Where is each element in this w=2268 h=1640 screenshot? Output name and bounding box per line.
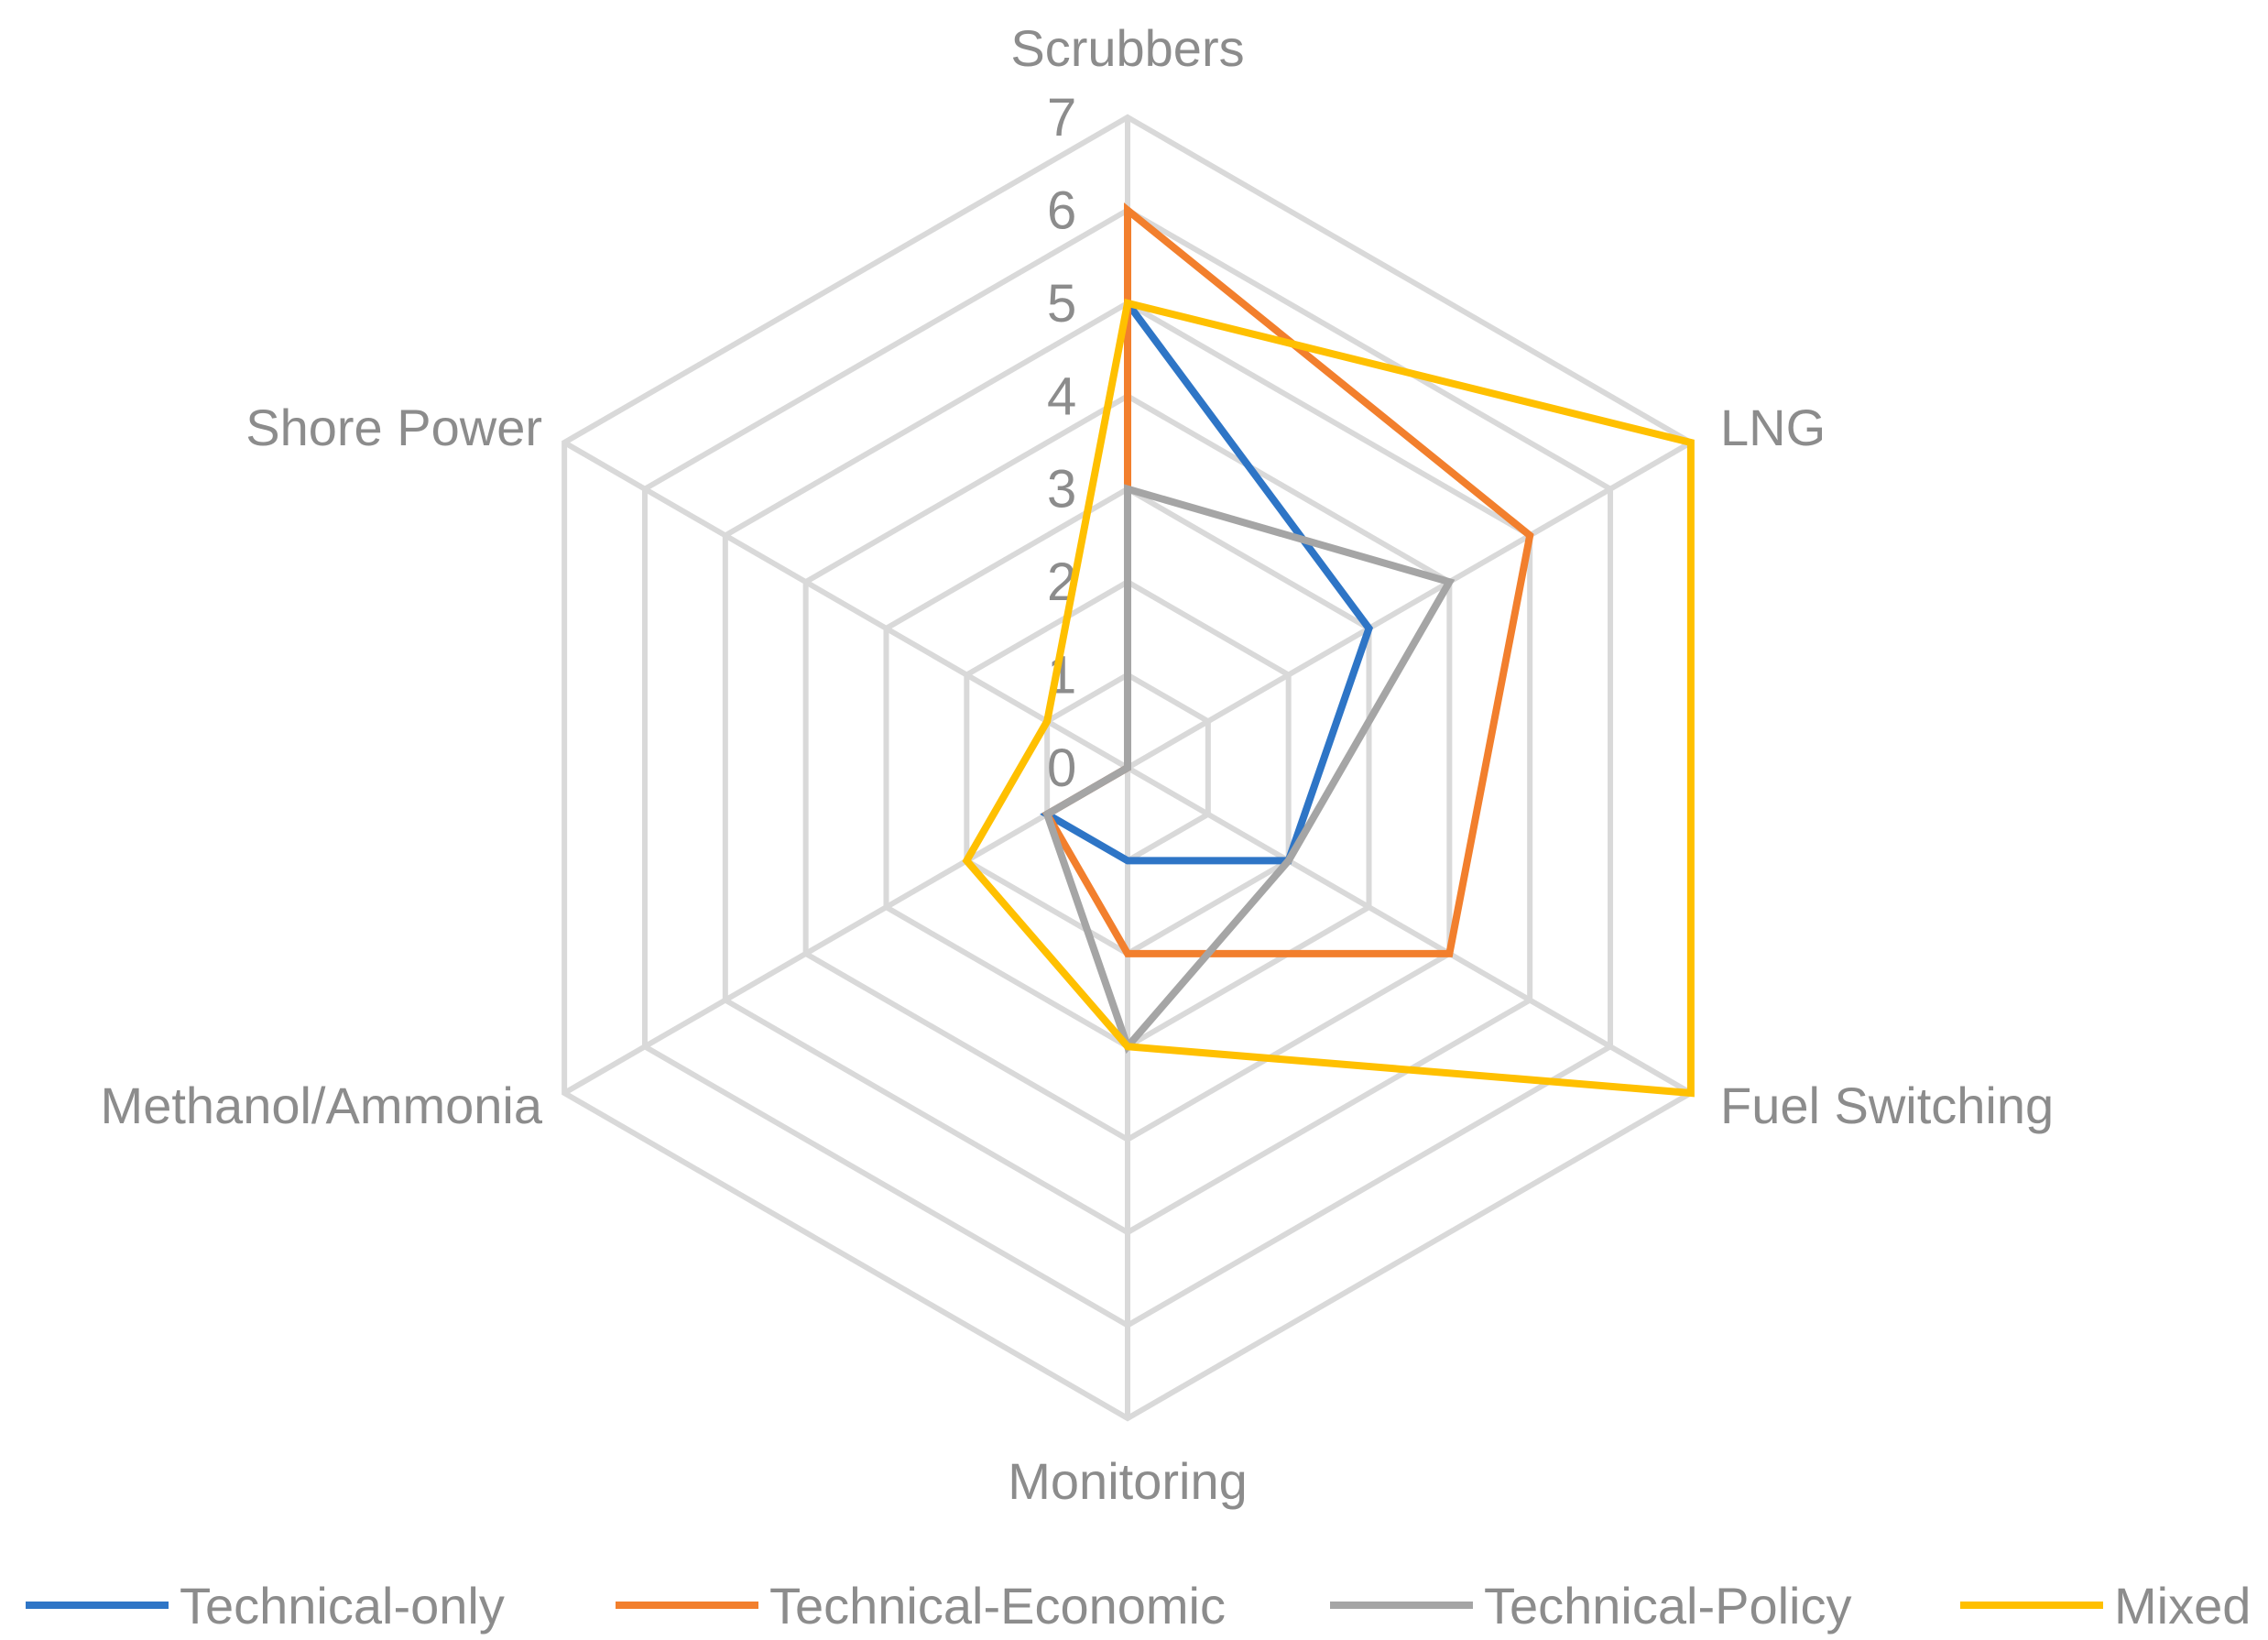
legend-label-technical-policy: Technical-Policy xyxy=(1484,1577,1852,1635)
category-label-methanol-ammonia: Methanol/Ammonia xyxy=(101,1077,543,1134)
tick-label-3: 3 xyxy=(1047,460,1076,519)
category-label-lng: LNG xyxy=(1720,399,1826,456)
data-point-technical-economic-fuel-switching xyxy=(1448,953,1450,955)
data-point-technical-only-lng xyxy=(1368,628,1370,629)
series-line-technical-policy xyxy=(1042,484,1456,1055)
category-labels: Scrubbers LNG Fuel Switching Monitoring Meth… xyxy=(101,19,2055,1510)
tick-label-0: 0 xyxy=(1047,738,1076,798)
data-point-mixed-scrubbers xyxy=(1127,302,1129,304)
data-point-technical-policy-methanol-ammonia xyxy=(1046,814,1048,815)
data-point-technical-economic-scrubbers xyxy=(1127,209,1129,211)
legend-label-technical-economic: Technical-Economic xyxy=(769,1577,1226,1635)
data-point-technical-economic-lng xyxy=(1529,534,1531,536)
legend-item-technical-policy[interactable]: Technical-Policy xyxy=(1330,1577,1852,1635)
legend-label-technical-only: Technical-only xyxy=(180,1577,505,1635)
category-label-shore-power: Shore Power xyxy=(245,399,542,456)
legend-item-mixed[interactable]: Mixed xyxy=(1960,1577,2251,1635)
category-label-scrubbers: Scrubbers xyxy=(1010,19,1244,77)
legend-item-technical-economic[interactable]: Technical-Economic xyxy=(616,1577,1226,1635)
data-point-technical-only-monitoring xyxy=(1127,859,1129,861)
legend-label-mixed: Mixed xyxy=(2114,1577,2251,1635)
category-label-fuel-switching: Fuel Switching xyxy=(1720,1077,2054,1134)
legend-item-technical-only[interactable]: Technical-only xyxy=(26,1577,505,1635)
data-point-mixed-monitoring xyxy=(1127,1045,1129,1047)
axis-spoke-lng xyxy=(1126,440,1693,771)
data-point-technical-policy-lng xyxy=(1448,581,1450,583)
data-point-technical-policy-shore-power xyxy=(1127,767,1129,769)
category-label-monitoring: Monitoring xyxy=(1008,1452,1247,1510)
series-layer xyxy=(962,202,1695,1098)
data-point-mixed-fuel-switching xyxy=(1690,1092,1692,1094)
data-point-technical-policy-fuel-switching xyxy=(1288,859,1290,861)
legend[interactable]: Technical-only Technical-Economic Technica… xyxy=(26,1577,2251,1635)
data-point-mixed-methanol-ammonia xyxy=(965,859,967,861)
tick-label-7: 7 xyxy=(1047,88,1076,148)
tick-label-6: 6 xyxy=(1047,180,1076,240)
data-point-mixed-shore-power xyxy=(1046,720,1048,722)
tick-label-4: 4 xyxy=(1047,366,1076,426)
data-point-technical-policy-scrubbers xyxy=(1127,488,1129,490)
data-point-technical-economic-monitoring xyxy=(1127,953,1129,955)
tick-label-5: 5 xyxy=(1047,274,1076,333)
axis-spoke-fuel-switching xyxy=(1126,765,1693,1096)
axis-spoke-methanol-ammonia xyxy=(562,765,1129,1096)
axis-spoke-shore-power xyxy=(562,440,1129,771)
